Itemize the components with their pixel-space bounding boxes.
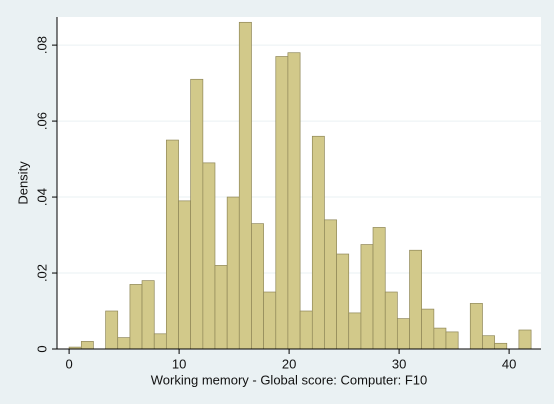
- bar: [336, 253, 350, 350]
- y-tick-label: 0: [34, 345, 49, 352]
- bar: [178, 200, 192, 350]
- bar: [129, 284, 143, 350]
- x-tick-label: 0: [65, 356, 72, 371]
- bar: [238, 21, 252, 350]
- x-tick-label: 40: [502, 356, 516, 371]
- bar: [190, 78, 204, 350]
- bar: [275, 56, 289, 350]
- bar: [226, 196, 240, 350]
- bar: [360, 244, 374, 350]
- bar: [348, 312, 362, 350]
- x-axis-title: Working memory - Global score: Computer:…: [151, 372, 427, 387]
- bar: [105, 310, 119, 350]
- bar: [518, 329, 532, 350]
- bar: [384, 291, 398, 350]
- bar: [324, 219, 337, 350]
- bar: [409, 249, 422, 350]
- bar: [445, 331, 459, 350]
- bar: [214, 265, 228, 350]
- x-tick-label: 20: [282, 356, 296, 371]
- bar: [372, 227, 386, 350]
- bar: [396, 318, 410, 350]
- bar: [433, 327, 447, 350]
- y-tick-label: .02: [34, 264, 49, 282]
- y-tick-label: .06: [34, 112, 49, 130]
- bar: [482, 335, 495, 350]
- bar: [263, 291, 277, 350]
- bar: [202, 162, 216, 350]
- bar: [165, 139, 179, 350]
- y-tick-label: .04: [34, 188, 49, 206]
- bar: [311, 135, 325, 350]
- bar: [141, 280, 155, 350]
- bar: [287, 52, 301, 350]
- bar: [421, 308, 435, 350]
- bar: [153, 333, 167, 350]
- bar: [251, 223, 264, 350]
- bar: [494, 342, 508, 350]
- y-axis-title: Density: [15, 161, 30, 205]
- bar: [117, 337, 131, 350]
- x-tick-label: 10: [172, 356, 186, 371]
- y-tick-label: .08: [34, 36, 49, 54]
- x-tick-label: 30: [392, 356, 406, 371]
- bar: [80, 341, 94, 350]
- bar: [299, 310, 313, 350]
- bar: [469, 303, 483, 350]
